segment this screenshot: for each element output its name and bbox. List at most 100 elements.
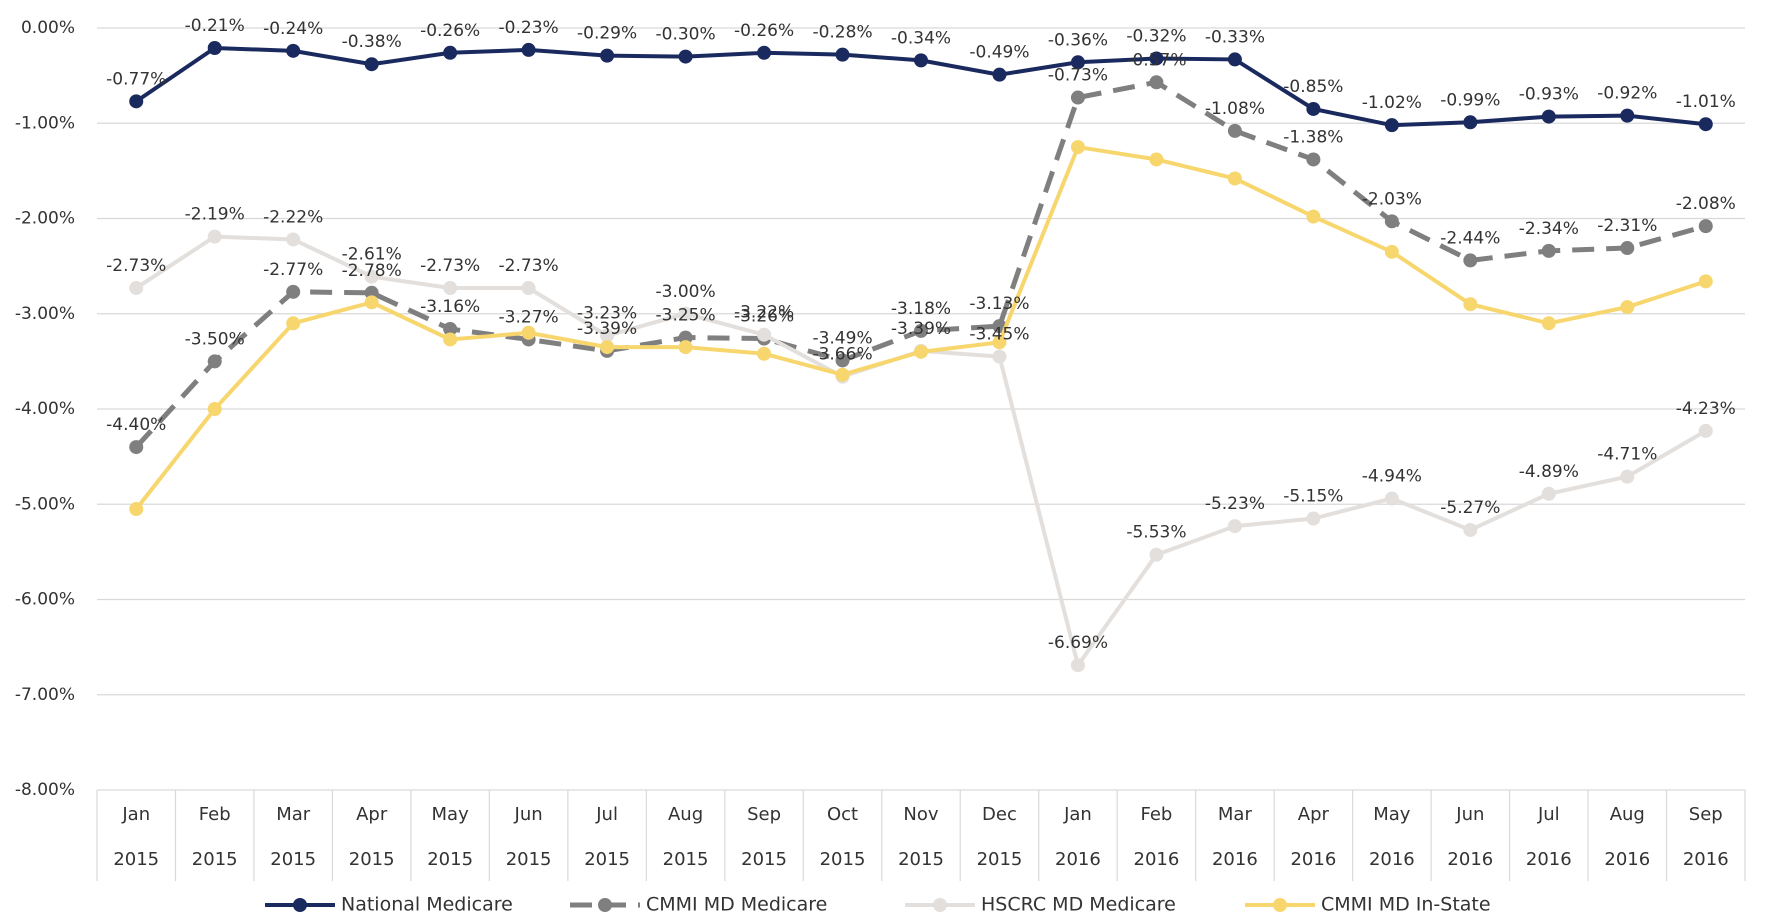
y-tick-label: -3.00% — [15, 304, 75, 324]
data-point — [678, 49, 693, 64]
data-point — [207, 354, 222, 369]
data-label: -2.34% — [1519, 219, 1579, 239]
data-point — [1541, 109, 1556, 124]
data-point — [1149, 51, 1164, 66]
data-point — [1306, 152, 1321, 167]
data-point — [1698, 117, 1713, 132]
legend-marker — [1273, 898, 1287, 912]
data-point — [207, 229, 222, 244]
data-point — [1070, 140, 1085, 155]
data-point — [286, 43, 301, 58]
data-point — [1149, 75, 1164, 90]
data-label: -3.26% — [734, 307, 794, 327]
data-point — [757, 45, 772, 60]
data-point — [1541, 243, 1556, 258]
data-point — [1463, 253, 1478, 268]
data-label: -4.94% — [1362, 467, 1422, 487]
data-point — [1698, 423, 1713, 438]
data-label: -3.22% — [734, 303, 794, 323]
x-tick-label: Apr 2016 — [1290, 804, 1337, 870]
data-label: -1.01% — [1676, 92, 1736, 112]
data-point — [600, 328, 615, 343]
data-point — [1463, 297, 1478, 312]
data-point — [1541, 316, 1556, 331]
data-point — [835, 353, 850, 368]
data-label: -2.08% — [1676, 194, 1736, 214]
x-tick-label: Apr 2015 — [348, 804, 395, 870]
data-label: -0.36% — [1048, 30, 1108, 50]
data-label: -0.57% — [1126, 50, 1186, 70]
data-label: -2.73% — [106, 256, 166, 276]
data-point — [600, 48, 615, 63]
data-point — [286, 316, 301, 331]
data-label: -3.39% — [577, 319, 637, 339]
x-tick-label: Feb 2016 — [1133, 804, 1180, 870]
data-point — [521, 42, 536, 57]
data-label: -2.22% — [263, 207, 323, 227]
data-point — [1698, 219, 1713, 234]
data-label: -4.40% — [106, 415, 166, 435]
data-point — [1384, 491, 1399, 506]
data-label: -2.61% — [342, 245, 402, 265]
data-label: -0.92% — [1597, 84, 1657, 104]
data-label: -3.50% — [185, 329, 245, 349]
data-point — [364, 269, 379, 284]
x-tick-label: May 2015 — [427, 804, 474, 870]
data-point — [129, 502, 144, 517]
data-point — [835, 367, 850, 382]
x-tick-label: Jan 2015 — [113, 804, 160, 870]
data-label: -0.29% — [577, 24, 637, 44]
data-point — [914, 53, 928, 68]
data-point — [1227, 123, 1242, 138]
y-tick-label: -6.00% — [15, 590, 75, 610]
data-point — [1149, 152, 1164, 167]
x-tick-label: Feb 2015 — [191, 804, 238, 870]
data-label: -3.18% — [891, 299, 951, 319]
legend-marker — [293, 898, 307, 912]
data-label: -3.00% — [656, 282, 716, 302]
data-label: -1.02% — [1362, 93, 1422, 113]
y-tick-label: -5.00% — [15, 494, 75, 514]
data-label: -0.33% — [1205, 27, 1265, 47]
data-point — [1620, 469, 1635, 484]
legend-label: HSCRC MD Medicare — [981, 894, 1176, 916]
y-tick-label: -7.00% — [15, 685, 75, 705]
data-point — [992, 349, 1007, 364]
x-tick-label: Oct 2015 — [819, 804, 866, 870]
legend-label: National Medicare — [341, 894, 513, 916]
data-label: -3.66% — [812, 345, 872, 365]
data-point — [1384, 214, 1399, 229]
data-label: -3.13% — [969, 294, 1029, 314]
data-point — [1227, 171, 1242, 186]
data-label: -5.53% — [1126, 523, 1186, 543]
data-label: -0.30% — [656, 25, 716, 45]
x-tick-label: Jul 2015 — [584, 804, 630, 870]
data-label: -0.26% — [420, 21, 480, 41]
data-label: -0.77% — [106, 69, 166, 89]
data-point — [992, 335, 1007, 350]
x-tick-label: May 2016 — [1368, 804, 1415, 870]
data-label: -0.28% — [812, 23, 872, 43]
data-label: -0.24% — [263, 19, 323, 39]
data-label: -2.78% — [342, 261, 402, 281]
y-tick-label: -4.00% — [15, 399, 75, 419]
x-tick-label: Jan 2016 — [1055, 804, 1101, 870]
data-point — [914, 344, 928, 359]
data-point — [207, 41, 222, 56]
x-tick-label: Aug 2016 — [1604, 804, 1651, 870]
data-label: -0.26% — [734, 21, 794, 41]
data-point — [443, 332, 458, 347]
data-label: -1.38% — [1283, 127, 1343, 147]
x-tick-label: Dec 2015 — [976, 804, 1023, 870]
data-point — [757, 346, 772, 361]
data-label: -3.45% — [969, 325, 1029, 345]
data-label: -0.73% — [1048, 66, 1108, 86]
data-point — [364, 57, 379, 72]
data-label: -4.23% — [1676, 399, 1736, 419]
data-point — [521, 281, 536, 296]
x-tick-label: Nov 2015 — [898, 804, 944, 870]
data-point — [1070, 55, 1085, 70]
x-tick-label: Mar 2016 — [1211, 804, 1258, 870]
data-label: -2.73% — [420, 256, 480, 276]
